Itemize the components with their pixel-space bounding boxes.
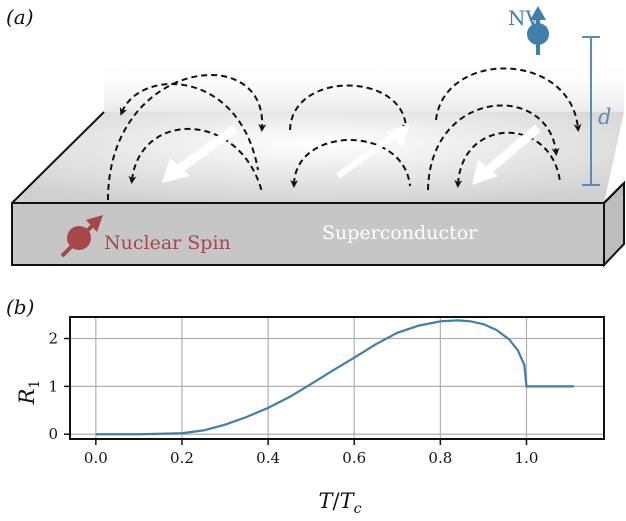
x-tick-label: 0.4 bbox=[256, 449, 280, 467]
y-axis-label-main: R bbox=[15, 388, 39, 405]
nv-spin-icon bbox=[527, 6, 549, 55]
x-axis-label-main: T bbox=[319, 489, 335, 513]
x-tick-label: 1.0 bbox=[515, 449, 539, 467]
y-axis-label: R1 bbox=[15, 380, 43, 406]
superconductor-front-face bbox=[11, 202, 605, 266]
field-loop bbox=[454, 131, 561, 188]
x-tick-label: 0.8 bbox=[428, 449, 452, 467]
x-tick-label: 0.0 bbox=[84, 449, 108, 467]
slab-back-left-edge bbox=[11, 111, 105, 204]
vortex-arrow-middle bbox=[336, 124, 410, 179]
panel-b-label: (b) bbox=[6, 295, 34, 319]
field-haze bbox=[104, 60, 624, 112]
axis-ticks: 0.0 0.2 0.4 0.6 0.8 1.0 0 1 2 bbox=[48, 330, 538, 467]
y-tick-label: 2 bbox=[48, 330, 58, 348]
field-loop bbox=[107, 74, 267, 201]
field-loop bbox=[289, 84, 410, 132]
vortex-arrow-right bbox=[472, 124, 541, 185]
slab-right-edge bbox=[603, 182, 625, 204]
panel-b: (b) 0.0 0.2 0.4 0.6 0.8 1.0 0 1 2 R1 T/Tc bbox=[6, 295, 605, 517]
y-axis-label-sub: 1 bbox=[27, 380, 43, 389]
field-loop bbox=[427, 104, 560, 191]
chart-grid bbox=[70, 317, 604, 439]
y-tick-label: 0 bbox=[48, 425, 58, 443]
r1-curve bbox=[95, 319, 574, 436]
x-axis-label-slash: / bbox=[333, 489, 341, 513]
nuclear-spin-label: Nuclear Spin bbox=[104, 232, 231, 254]
panel-a: (a) bbox=[6, 5, 625, 268]
distance-marker bbox=[582, 36, 600, 186]
x-axis-label: T/Tc bbox=[319, 489, 362, 517]
field-loop bbox=[290, 139, 411, 188]
panel-a-label: (a) bbox=[6, 5, 34, 29]
superconductor-label: Superconductor bbox=[322, 222, 478, 244]
y-tick-label: 1 bbox=[48, 377, 58, 395]
plot-frame bbox=[69, 316, 605, 440]
x-tick-label: 0.2 bbox=[170, 449, 194, 467]
superconductor-top-face bbox=[12, 112, 624, 203]
field-loop bbox=[435, 67, 582, 132]
vortex-arrow-left bbox=[162, 124, 239, 183]
x-axis-label-main-2: T bbox=[340, 489, 356, 513]
superconductor-side-face bbox=[603, 180, 625, 268]
x-tick-label: 0.6 bbox=[342, 449, 366, 467]
x-axis-label-sub: c bbox=[354, 501, 362, 517]
distance-label: d bbox=[598, 105, 611, 129]
field-loop bbox=[128, 128, 263, 193]
nuclear-spin-icon bbox=[60, 215, 103, 258]
